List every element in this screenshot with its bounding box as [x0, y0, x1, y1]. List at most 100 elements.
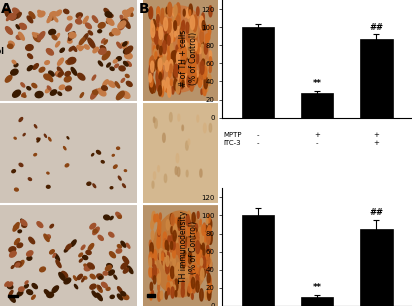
Ellipse shape [167, 54, 170, 64]
Ellipse shape [45, 88, 50, 93]
Ellipse shape [39, 67, 45, 72]
Ellipse shape [201, 19, 204, 32]
Ellipse shape [9, 41, 14, 46]
Ellipse shape [153, 172, 156, 179]
Ellipse shape [185, 46, 187, 54]
Ellipse shape [186, 43, 189, 54]
Ellipse shape [164, 239, 167, 249]
Ellipse shape [120, 15, 126, 23]
Ellipse shape [165, 61, 169, 72]
Ellipse shape [163, 257, 167, 270]
Ellipse shape [183, 9, 185, 16]
Ellipse shape [194, 52, 197, 61]
Ellipse shape [187, 42, 191, 54]
Ellipse shape [117, 42, 122, 48]
Text: ##: ## [370, 208, 384, 217]
Ellipse shape [96, 293, 102, 300]
Ellipse shape [49, 16, 53, 20]
Ellipse shape [12, 170, 15, 173]
Ellipse shape [204, 25, 206, 30]
Ellipse shape [152, 211, 156, 224]
Text: +: + [374, 132, 379, 138]
Ellipse shape [56, 72, 61, 77]
Ellipse shape [169, 113, 172, 122]
Ellipse shape [21, 219, 26, 226]
Ellipse shape [177, 167, 180, 177]
Ellipse shape [169, 273, 170, 278]
Ellipse shape [108, 81, 115, 87]
Ellipse shape [208, 275, 211, 287]
Ellipse shape [66, 86, 71, 91]
Ellipse shape [102, 51, 110, 60]
Ellipse shape [189, 10, 191, 16]
Ellipse shape [194, 17, 196, 24]
Ellipse shape [196, 274, 199, 285]
Ellipse shape [12, 15, 17, 20]
Ellipse shape [195, 45, 198, 55]
Ellipse shape [208, 253, 211, 262]
Ellipse shape [157, 14, 159, 23]
Ellipse shape [181, 238, 184, 248]
Ellipse shape [78, 73, 85, 80]
Ellipse shape [96, 151, 101, 154]
Ellipse shape [168, 2, 172, 17]
Ellipse shape [193, 19, 197, 32]
Ellipse shape [93, 184, 96, 188]
Ellipse shape [190, 285, 192, 290]
Ellipse shape [13, 8, 19, 14]
Ellipse shape [93, 230, 97, 233]
Ellipse shape [197, 115, 199, 122]
Ellipse shape [158, 229, 160, 237]
Ellipse shape [79, 253, 82, 257]
Ellipse shape [158, 220, 161, 229]
Ellipse shape [171, 235, 173, 243]
Ellipse shape [193, 263, 197, 276]
Ellipse shape [178, 249, 181, 259]
Ellipse shape [68, 39, 72, 43]
Ellipse shape [166, 256, 169, 266]
Ellipse shape [187, 236, 190, 246]
Ellipse shape [29, 12, 35, 18]
Ellipse shape [155, 52, 157, 59]
Ellipse shape [180, 33, 182, 38]
Ellipse shape [53, 254, 56, 257]
Ellipse shape [118, 216, 122, 218]
Ellipse shape [156, 269, 159, 277]
Ellipse shape [173, 258, 176, 266]
Ellipse shape [169, 69, 171, 77]
Ellipse shape [177, 52, 180, 63]
Ellipse shape [112, 29, 120, 35]
Ellipse shape [152, 211, 209, 297]
Ellipse shape [180, 36, 183, 49]
Ellipse shape [158, 166, 159, 172]
Ellipse shape [204, 233, 206, 242]
Ellipse shape [117, 147, 119, 149]
Ellipse shape [64, 278, 71, 284]
Ellipse shape [16, 13, 21, 18]
Ellipse shape [120, 93, 124, 98]
Ellipse shape [204, 123, 206, 133]
Ellipse shape [186, 22, 189, 33]
Ellipse shape [104, 40, 108, 44]
Ellipse shape [90, 284, 96, 289]
Ellipse shape [162, 80, 166, 91]
Ellipse shape [166, 77, 169, 88]
Ellipse shape [171, 227, 173, 234]
Ellipse shape [159, 58, 162, 71]
Ellipse shape [152, 181, 154, 188]
Ellipse shape [124, 48, 130, 54]
Ellipse shape [75, 285, 77, 289]
Ellipse shape [184, 66, 187, 76]
Ellipse shape [156, 57, 160, 71]
Ellipse shape [127, 10, 133, 16]
Ellipse shape [192, 277, 195, 289]
Ellipse shape [125, 53, 132, 59]
Ellipse shape [58, 72, 63, 76]
Ellipse shape [9, 290, 13, 296]
Ellipse shape [165, 33, 168, 44]
Ellipse shape [34, 33, 41, 39]
Ellipse shape [121, 292, 126, 296]
Ellipse shape [154, 215, 156, 222]
Ellipse shape [110, 67, 114, 70]
Ellipse shape [202, 225, 205, 235]
